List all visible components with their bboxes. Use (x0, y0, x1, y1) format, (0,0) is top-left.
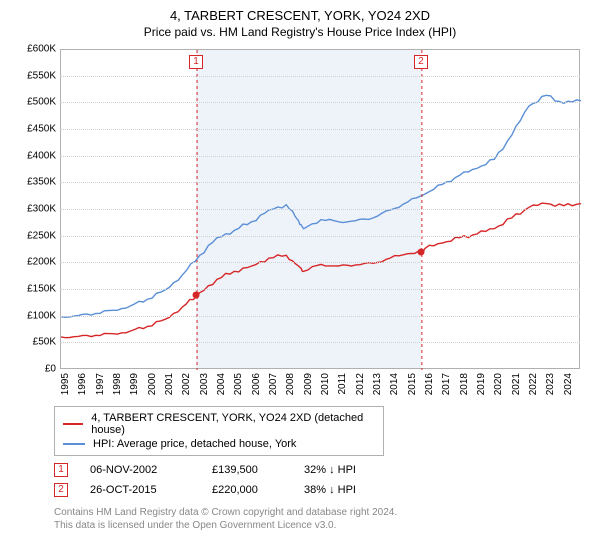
x-tick-label: 2010 (320, 373, 331, 395)
x-tick-label: 2021 (511, 373, 522, 395)
x-tick-label: 1999 (129, 373, 140, 395)
gridline-h (60, 209, 580, 210)
sales-table: 1 06-NOV-2002 £139,500 32% ↓ HPI 2 26-OCT-201… (54, 460, 590, 500)
gridline-h (60, 182, 580, 183)
gridline-h (60, 102, 580, 103)
gridline-h (60, 129, 580, 130)
gridline-h (60, 76, 580, 77)
x-tick-label: 2000 (147, 373, 158, 395)
x-tick-label: 2019 (476, 373, 487, 395)
x-tick-label: 2014 (389, 373, 400, 395)
sales-row: 1 06-NOV-2002 £139,500 32% ↓ HPI (54, 460, 590, 480)
footnote-line1: Contains HM Land Registry data © Crown c… (54, 507, 397, 518)
x-tick-label: 2006 (251, 373, 262, 395)
y-tick-label: £0 (16, 364, 56, 375)
y-tick-label: £150K (16, 284, 56, 295)
x-tick-label: 2008 (285, 373, 296, 395)
x-tick-label: 2005 (233, 373, 244, 395)
plot-svg (61, 50, 581, 370)
chart-area: £0 £50K £100K £150K £200K £250K £300K £350K £400… (16, 45, 586, 400)
x-tick-label: 2007 (268, 373, 279, 395)
y-tick-label: £100K (16, 310, 56, 321)
sales-row-price: £139,500 (212, 464, 282, 476)
legend-label: 4, TARBERT CRESCENT, YORK, YO24 2XD (det… (91, 412, 375, 436)
gridline-h (60, 289, 580, 290)
sale-marker-dot (417, 248, 424, 255)
x-tick-label: 2015 (407, 373, 418, 395)
sales-row-marker: 2 (54, 483, 68, 497)
legend-swatch (63, 423, 83, 425)
y-tick-label: £50K (16, 337, 56, 348)
series-line (61, 203, 581, 338)
y-tick-label: £450K (16, 124, 56, 135)
chart-title: 4, TARBERT CRESCENT, YORK, YO24 2XD (10, 8, 590, 23)
y-tick-label: £500K (16, 97, 56, 108)
y-tick-label: £250K (16, 230, 56, 241)
y-tick-label: £600K (16, 44, 56, 55)
x-tick-label: 1997 (95, 373, 106, 395)
sales-row-date: 06-NOV-2002 (90, 464, 190, 476)
x-tick-label: 2022 (528, 373, 539, 395)
gridline-h (60, 236, 580, 237)
y-tick-label: £550K (16, 70, 56, 81)
x-tick-label: 2018 (459, 373, 470, 395)
sales-row-diff: 32% ↓ HPI (304, 464, 394, 476)
sales-row-price: £220,000 (212, 484, 282, 496)
x-tick-label: 2016 (424, 373, 435, 395)
chart-container: 4, TARBERT CRESCENT, YORK, YO24 2XD Pric… (0, 0, 600, 538)
x-tick-label: 2009 (303, 373, 314, 395)
y-tick-label: £300K (16, 204, 56, 215)
sales-row-marker: 1 (54, 463, 68, 477)
chart-subtitle: Price paid vs. HM Land Registry's House … (10, 25, 590, 39)
legend: 4, TARBERT CRESCENT, YORK, YO24 2XD (det… (54, 406, 384, 456)
x-tick-label: 1995 (60, 373, 71, 395)
x-tick-label: 2011 (337, 373, 348, 395)
x-tick-label: 2003 (199, 373, 210, 395)
sale-marker-label: 1 (189, 55, 203, 69)
x-tick-label: 2004 (216, 373, 227, 395)
x-tick-label: 2023 (545, 373, 556, 395)
sales-row-date: 26-OCT-2015 (90, 484, 190, 496)
x-tick-label: 2024 (563, 373, 574, 395)
sale-marker-label: 2 (414, 55, 428, 69)
sale-marker-dot (193, 291, 200, 298)
y-tick-label: £350K (16, 177, 56, 188)
gridline-h (60, 156, 580, 157)
legend-item: HPI: Average price, detached house, York (63, 437, 375, 451)
footnote: Contains HM Land Registry data © Crown c… (54, 506, 590, 532)
x-tick-label: 2001 (164, 373, 175, 395)
sales-row-diff: 38% ↓ HPI (304, 484, 394, 496)
x-tick-label: 2012 (355, 373, 366, 395)
footnote-line2: This data is licensed under the Open Gov… (54, 520, 336, 531)
legend-label: HPI: Average price, detached house, York (93, 438, 296, 450)
gridline-h (60, 342, 580, 343)
gridline-h (60, 262, 580, 263)
y-tick-label: £400K (16, 150, 56, 161)
x-tick-label: 1996 (77, 373, 88, 395)
legend-item: 4, TARBERT CRESCENT, YORK, YO24 2XD (det… (63, 411, 375, 437)
gridline-h (60, 316, 580, 317)
legend-swatch (63, 443, 85, 445)
x-tick-label: 2020 (493, 373, 504, 395)
x-tick-label: 2002 (181, 373, 192, 395)
x-tick-label: 2013 (372, 373, 383, 395)
y-tick-label: £200K (16, 257, 56, 268)
x-tick-label: 1998 (112, 373, 123, 395)
x-tick-label: 2017 (441, 373, 452, 395)
sales-row: 2 26-OCT-2015 £220,000 38% ↓ HPI (54, 480, 590, 500)
